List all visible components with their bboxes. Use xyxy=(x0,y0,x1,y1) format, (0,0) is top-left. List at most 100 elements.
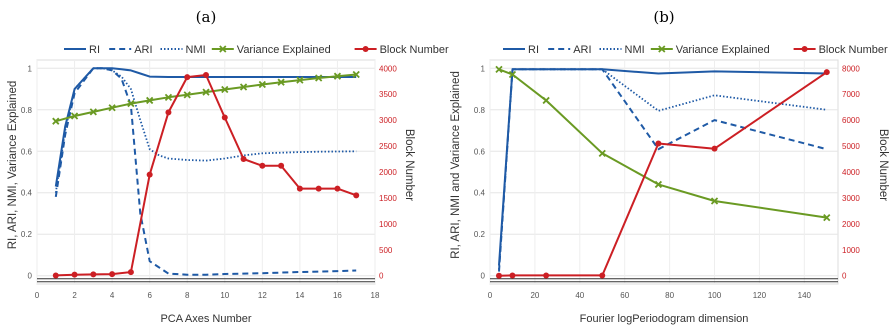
panel-a-series-variance-explained-point xyxy=(352,70,360,79)
panel-a-series-variance-explained-point xyxy=(258,80,266,89)
panel-a-legend-label-variance-explained: Variance Explained xyxy=(237,44,331,56)
panel-a: (a) PCA Axes Number RI, ARI, NMI, Varian… xyxy=(7,8,449,325)
panel-b-series-block-number-point xyxy=(655,140,662,147)
panel-a-series-variance-explained-point xyxy=(277,78,285,86)
panel-a-y2-tick-label: 500 xyxy=(379,246,393,255)
panel-a-series-block-number-point xyxy=(296,185,303,192)
panel-a-series-block-number-point xyxy=(315,185,322,192)
panel-b-series-variance-explained-point xyxy=(823,213,831,222)
panel-a-legend-label-block-number: Block Number xyxy=(380,44,449,56)
panel-a-series-variance-explained-point xyxy=(333,72,342,80)
panel-a-series-block-number-point xyxy=(71,271,78,278)
panel-b-y2-tick-label: 7000 xyxy=(842,90,860,99)
panel-a-y-tick-label: 0.4 xyxy=(21,189,33,198)
panel-a-y-tick-label: 0.2 xyxy=(21,230,33,239)
panel-a-series-block-number-point xyxy=(127,269,134,276)
panel-a-series-variance-explained-point xyxy=(89,108,97,116)
panel-b-y2-tick-label: 5000 xyxy=(842,142,860,151)
panel-b-legend-label-ri: RI xyxy=(528,44,539,56)
panel-b-y2-tick-label: 0 xyxy=(842,272,847,281)
panel-b-y-tick-label: 1 xyxy=(481,64,486,73)
panel-a-series-block-number-point xyxy=(203,72,209,79)
panel-b-legend-marker-block-number xyxy=(801,46,808,52)
panel-b-x-tick-label: 20 xyxy=(530,291,539,300)
panel-a-x-tick-label: 6 xyxy=(147,291,152,300)
panel-b-series-block-number-point xyxy=(711,145,718,152)
panel-b-y2-tick-label: 2000 xyxy=(842,220,860,229)
panel-a-y2-tick-label: 3500 xyxy=(379,90,397,99)
panel-b-series-variance-explained-point xyxy=(542,96,550,105)
panel-a-series-block-number-point xyxy=(184,74,191,81)
panel-a-x-tick-label: 12 xyxy=(258,291,267,300)
panel-a-series-variance-explained-point xyxy=(221,85,229,94)
panel-a-series-variance-explained-point xyxy=(239,83,248,91)
panel-a-legend-marker-variance-explained xyxy=(219,45,227,53)
panel-b-series-variance-explained-point xyxy=(654,180,663,189)
panel-b-x-tick-label: 120 xyxy=(753,291,767,300)
panel-a-series-nmi-line xyxy=(54,67,357,193)
panel-b-x-tick-label: 40 xyxy=(575,291,584,300)
panel-a-x-tick-label: 10 xyxy=(220,291,229,300)
panel-a-y2-tick-label: 1000 xyxy=(379,220,397,229)
panel-b: (b) Fourier logPeriodogram dimension RI,… xyxy=(450,8,889,325)
panel-b-series-variance-explained-point xyxy=(508,70,517,79)
panel-a-y2-tick-label: 3000 xyxy=(379,116,397,125)
panel-a-label: (a) xyxy=(196,8,217,26)
panel-a-legend-label-nmi: NMI xyxy=(186,44,206,56)
panel-b-y-tick-label: 0.8 xyxy=(474,106,486,115)
panel-b-y2-axis-title: Block Number xyxy=(877,129,889,201)
panel-a-series-block-number-point xyxy=(52,272,59,279)
panel-b-y-tick-label: 0.4 xyxy=(474,189,486,198)
panel-a-x-tick-label: 14 xyxy=(295,291,304,300)
panel-a-series-block-number-point xyxy=(334,185,341,192)
panel-a-series-block-number-point xyxy=(278,162,285,169)
panel-a-y2-tick-label: 4000 xyxy=(379,64,397,73)
panel-b-label: (b) xyxy=(653,8,674,26)
panel-b-x-tick-label: 0 xyxy=(488,291,493,300)
panel-b-x-tick-label: 140 xyxy=(798,291,812,300)
panel-b-series-block-number-point xyxy=(823,69,830,76)
panel-a-series-variance-explained-point xyxy=(146,96,154,105)
panel-b-series-block-number-point xyxy=(495,272,502,279)
panel-a-y2-tick-label: 0 xyxy=(379,272,384,281)
panel-b-series-block-number-point xyxy=(543,272,550,279)
panel-a-series-block-number-point xyxy=(165,109,172,116)
panel-b-series-variance-explained-point xyxy=(598,149,606,157)
panel-a-x-tick-label: 8 xyxy=(185,291,190,300)
panel-a-series-variance-explained-point xyxy=(52,117,60,125)
panel-b-y2-tick-label: 4000 xyxy=(842,168,860,177)
panel-b-series-block-number-point xyxy=(599,272,606,279)
panel-a-x-axis-title: PCA Axes Number xyxy=(160,313,251,325)
panel-a-series-variance-explained-point xyxy=(164,93,173,101)
panel-b-y2-tick-label: 6000 xyxy=(842,116,860,125)
panel-b-legend-label-block-number: Block Number xyxy=(819,44,888,56)
panel-a-series-block-number-point xyxy=(146,171,153,178)
panel-a-series-variance-explained-point xyxy=(202,88,210,96)
panel-a-series-block-number-point xyxy=(259,162,266,169)
panel-a-x-tick-label: 0 xyxy=(35,291,40,300)
panel-a-series-variance-explained-point xyxy=(296,76,304,84)
panel-a-x-tick-label: 16 xyxy=(333,291,342,300)
panel-b-x-tick-label: 100 xyxy=(708,291,722,300)
panel-a-series-variance-explained-point xyxy=(127,99,135,108)
panel-a-y-tick-label: 1 xyxy=(28,64,33,73)
panel-a-series-ari-line xyxy=(54,67,357,276)
panel-a-series-block-number-point xyxy=(109,271,116,278)
panel-b-x-tick-label: 80 xyxy=(665,291,674,300)
panel-b-series-variance-explained-point xyxy=(710,197,719,205)
panel-b-x-axis-title: Fourier logPeriodogram dimension xyxy=(580,313,749,325)
panel-a-y2-tick-label: 2500 xyxy=(379,142,397,151)
panel-b-y-tick-label: 0 xyxy=(481,272,486,281)
panel-a-legend-label-ari: ARI xyxy=(134,44,152,56)
panel-a-legend-label-ri: RI xyxy=(89,44,100,56)
panel-a-y-tick-label: 0.6 xyxy=(21,147,33,156)
panel-a-x-tick-label: 4 xyxy=(110,291,115,300)
panel-b-legend-label-nmi: NMI xyxy=(625,44,645,56)
panel-a-series-block-number-point xyxy=(90,271,97,278)
panel-a-x-tick-label: 18 xyxy=(371,291,380,300)
panel-a-x-tick-label: 2 xyxy=(72,291,77,300)
panel-a-y2-tick-label: 1500 xyxy=(379,194,397,203)
panel-b-x-tick-label: 60 xyxy=(620,291,629,300)
